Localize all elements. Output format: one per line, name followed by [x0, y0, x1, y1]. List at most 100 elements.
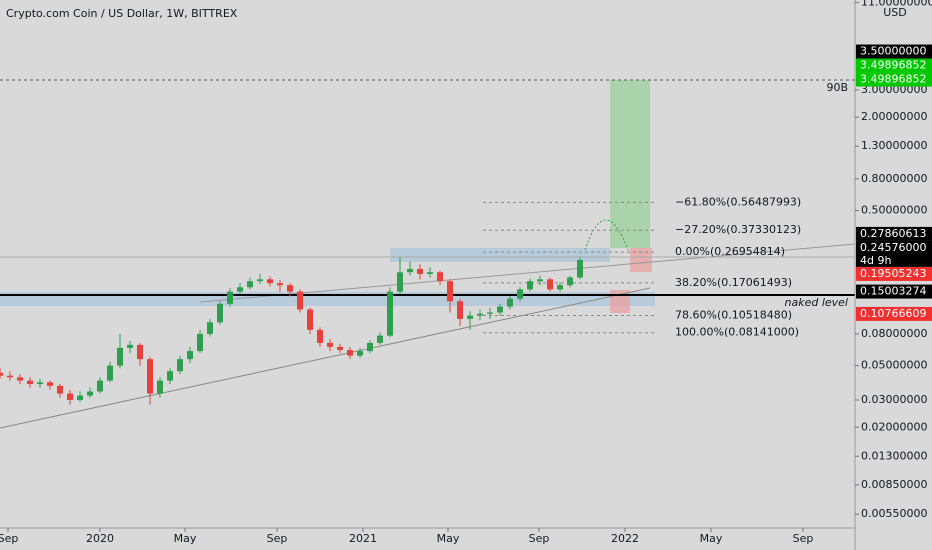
candle-body [457, 301, 463, 319]
price-tag-box [856, 44, 932, 59]
y-tick-label: 0.00550000 [861, 507, 927, 520]
price-tag-box [856, 266, 932, 281]
candle-body [487, 312, 493, 314]
x-tick-label: May [700, 532, 723, 545]
candle-body [447, 281, 453, 302]
price-tag: 0.27860613 [856, 226, 932, 241]
candle-body [317, 329, 323, 343]
candle-body [297, 291, 303, 310]
candle-body [397, 272, 403, 292]
candle-body [407, 268, 413, 273]
candle-body [177, 359, 183, 372]
trend-line [0, 287, 651, 429]
price-tag-label: 0.15003274 [860, 285, 926, 298]
fib-label: −27.20%(0.37330123) [675, 223, 801, 236]
annotation: naked level [785, 296, 849, 309]
price-tag-note: 4d 9h [860, 254, 891, 267]
candle-body [417, 268, 423, 274]
candle-body [387, 291, 393, 336]
x-tick-label: Sep [529, 532, 550, 545]
candle-body [27, 380, 33, 385]
candle-body [67, 393, 73, 400]
candle-body [37, 382, 43, 385]
price-tag: 3.50000000 [856, 44, 932, 59]
price-tag-label: 3.49896852 [860, 59, 926, 72]
candle-body [497, 306, 503, 313]
candle-body [327, 342, 333, 347]
candle-body [357, 351, 363, 356]
fib-label: 0.00%(0.26954814) [675, 245, 785, 258]
candle-body [97, 380, 103, 392]
x-tick-label: May [437, 532, 460, 545]
price-tag: 0.15003274 [856, 284, 932, 299]
fib-label: 38.20%(0.17061493) [675, 276, 792, 289]
candle-body [227, 291, 233, 304]
candle-body [57, 385, 63, 394]
y-tick-label: 1.30000000 [861, 139, 927, 152]
candle-body [237, 287, 243, 292]
candle-body [347, 350, 353, 356]
price-tag-label: 0.27860613 [860, 227, 926, 240]
fib-label: −61.80%(0.56487993) [675, 195, 801, 208]
candle-body [377, 335, 383, 343]
price-tag: 0.19505243 [856, 266, 932, 281]
candle-body [257, 279, 263, 282]
candle-body [547, 279, 553, 290]
candle-body [437, 272, 443, 282]
candle-body [537, 279, 543, 282]
candle-body [307, 309, 313, 330]
y-tick-label: 0.00850000 [861, 478, 927, 491]
price-tag-box [856, 72, 932, 87]
candle-body [207, 322, 213, 334]
candle-body [127, 344, 133, 348]
candle-body [217, 303, 223, 323]
candle-body [77, 395, 83, 400]
drawings [0, 0, 856, 550]
x-tick-label: 2020 [86, 532, 114, 545]
y-tick-label: 2.00000000 [861, 110, 927, 123]
price-tag: 3.49896852 [856, 72, 932, 87]
price-tag-label: 0.24576000 [860, 241, 926, 254]
candle-body [47, 382, 53, 386]
y-tick-label: 0.03000000 [861, 393, 927, 406]
candle-body [17, 377, 23, 381]
x-tick-label: May [174, 532, 197, 545]
stop-box [630, 248, 652, 272]
candle-body [137, 344, 143, 360]
candle-body [557, 285, 563, 290]
fib-label: 78.60%(0.10518480) [675, 308, 792, 321]
y-tick-label: 11.00000000 [861, 0, 932, 8]
candle-body [367, 342, 373, 352]
candle-body [287, 285, 293, 292]
candle-body [267, 279, 273, 284]
price-tag-box [856, 58, 932, 73]
y-tick-label: 0.02000000 [861, 420, 927, 433]
candle-body [567, 277, 573, 286]
zone [390, 248, 610, 262]
price-tag-label: 3.50000000 [860, 45, 926, 58]
y-tick-label: 0.01300000 [861, 449, 927, 462]
candle-body [527, 281, 533, 290]
price-tag-box [856, 284, 932, 299]
x-tick-label: Sep [793, 532, 814, 545]
candle-body [507, 298, 513, 307]
candle-body [117, 347, 123, 366]
candle-body [477, 313, 483, 316]
x-tick-label: Sep [267, 532, 288, 545]
price-tag-box [856, 306, 932, 321]
annotation: 90B [826, 81, 848, 94]
candle-body [187, 351, 193, 360]
candle-body [427, 272, 433, 274]
price-tag-label: 0.19505243 [860, 267, 926, 280]
candle-body [247, 281, 253, 288]
y-tick-label: 0.50000000 [861, 204, 927, 217]
x-tick-label: Sep [0, 532, 18, 545]
price-tag-box [856, 226, 932, 241]
chart-title: Crypto.com Coin / US Dollar, 1W, BITTREX [6, 7, 238, 20]
fib-label: 100.00%(0.08141000) [675, 326, 799, 339]
x-tick-label: 2021 [349, 532, 377, 545]
candle-body [87, 391, 93, 396]
projection [584, 219, 629, 251]
